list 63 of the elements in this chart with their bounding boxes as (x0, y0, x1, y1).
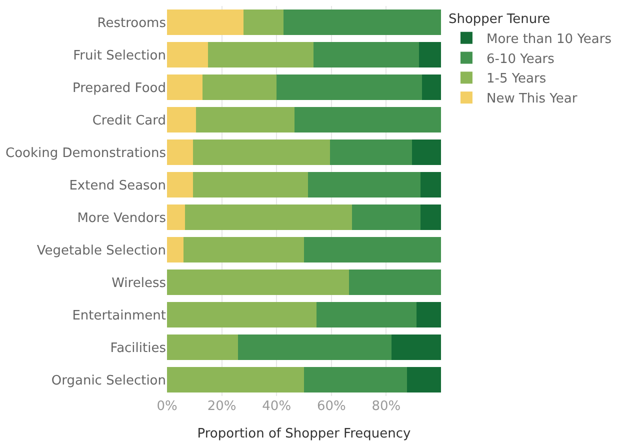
bar (420, 172, 441, 198)
x-axis-title: Proportion of Shopper Frequency (197, 426, 412, 442)
bar (238, 334, 392, 360)
bar (167, 42, 208, 68)
bar (304, 367, 407, 392)
bar (167, 10, 244, 35)
x-tick-label: 60% (316, 399, 346, 414)
x-tick-label: 20% (207, 399, 236, 414)
y-tick-label: Cooking Demonstrations (6, 146, 166, 161)
bar (420, 204, 441, 230)
bar (202, 74, 277, 100)
bar (167, 74, 203, 100)
bar (352, 204, 420, 230)
legend-label: More than 10 Years (486, 32, 612, 47)
bar (193, 172, 308, 198)
legend-label: New This Year (486, 92, 578, 107)
y-tick-label: More Vendors (77, 210, 166, 226)
bar (167, 140, 194, 165)
bar (167, 237, 184, 262)
y-tick-label: Restrooms (97, 16, 166, 31)
bar (314, 42, 420, 68)
bar (208, 42, 314, 68)
bar (196, 107, 294, 132)
y-tick-label: Fruit Selection (73, 48, 166, 64)
bar (349, 270, 441, 295)
bar (294, 107, 441, 132)
bar (422, 74, 441, 100)
bar (330, 140, 412, 165)
legend-label: 6-10 Years (486, 52, 555, 67)
bar (308, 172, 420, 198)
bar (184, 204, 352, 230)
bar (167, 107, 196, 132)
legend-label: 1-5 Years (486, 72, 546, 87)
bar (304, 237, 441, 262)
bar (412, 140, 441, 165)
y-tick-label: Facilities (110, 340, 166, 356)
bar (419, 42, 441, 68)
y-tick-label: Entertainment (72, 308, 166, 324)
bar (167, 270, 350, 295)
bar (392, 334, 441, 360)
bar (416, 302, 441, 328)
bar (276, 74, 422, 100)
bar (167, 172, 194, 198)
bar (167, 302, 316, 328)
y-tick-label: Vegetable Selection (36, 243, 166, 258)
bar (183, 237, 304, 262)
y-tick-label: Wireless (112, 276, 166, 291)
bar (193, 140, 330, 165)
bar (167, 204, 185, 230)
x-tick-label: 80% (372, 399, 401, 414)
y-tick-label: Credit Card (92, 113, 166, 128)
y-tick-label: Organic Selection (51, 373, 166, 388)
bar (406, 367, 441, 392)
bar (167, 367, 304, 392)
bar (244, 10, 284, 35)
x-tick-label: 40% (262, 399, 292, 414)
bar (167, 334, 238, 360)
legend-title: Shopper Tenure (448, 12, 550, 27)
x-tick-label: 0% (156, 399, 178, 414)
y-tick-label: Extend Season (69, 178, 166, 194)
bar (283, 10, 441, 35)
y-tick-label: Prepared Food (72, 80, 166, 96)
bar (316, 302, 416, 328)
